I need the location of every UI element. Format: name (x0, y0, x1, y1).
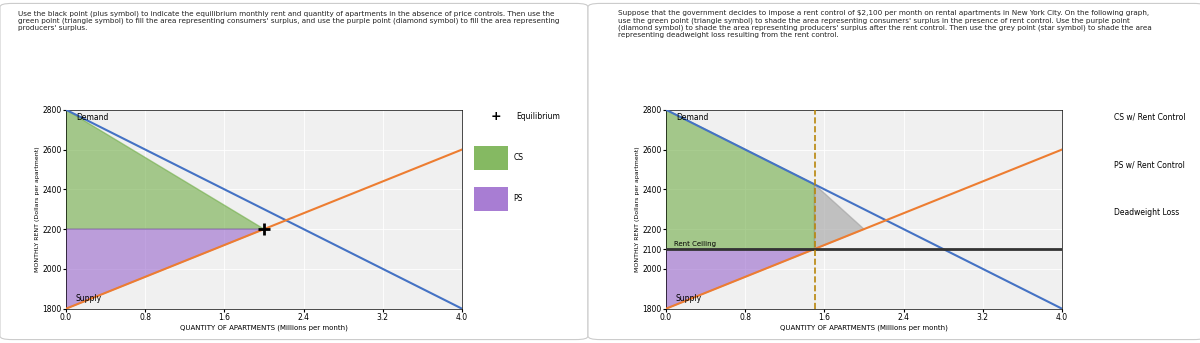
Text: CS: CS (514, 153, 523, 162)
Text: Demand: Demand (676, 113, 708, 122)
X-axis label: QUANTITY OF APARTMENTS (Millions per month): QUANTITY OF APARTMENTS (Millions per mon… (180, 324, 348, 331)
Text: Use the black point (plus symbol) to indicate the equilibrium monthly rent and q: Use the black point (plus symbol) to ind… (18, 10, 559, 31)
Text: Equilibrium: Equilibrium (516, 112, 560, 121)
Text: Demand: Demand (76, 113, 108, 122)
Polygon shape (666, 110, 815, 249)
Polygon shape (66, 110, 264, 229)
Y-axis label: MONTHLY RENT (Dollars per apartment): MONTHLY RENT (Dollars per apartment) (35, 146, 40, 272)
Text: PS: PS (514, 194, 523, 203)
Text: CS w/ Rent Control: CS w/ Rent Control (1114, 112, 1186, 121)
Polygon shape (666, 249, 815, 309)
Polygon shape (815, 184, 864, 249)
Text: Supply: Supply (676, 294, 702, 303)
X-axis label: QUANTITY OF APARTMENTS (Millions per month): QUANTITY OF APARTMENTS (Millions per mon… (780, 324, 948, 331)
Text: Suppose that the government decides to impose a rent control of $2,100 per month: Suppose that the government decides to i… (618, 10, 1152, 38)
Text: Deadweight Loss: Deadweight Loss (1114, 208, 1178, 217)
Text: Rent Ceiling: Rent Ceiling (674, 241, 716, 247)
Text: Supply: Supply (76, 294, 102, 303)
Y-axis label: MONTHLY RENT (Dollars per apartment): MONTHLY RENT (Dollars per apartment) (635, 146, 640, 272)
Text: PS w/ Rent Control: PS w/ Rent Control (1114, 160, 1184, 169)
Polygon shape (66, 229, 264, 309)
Text: +: + (491, 110, 500, 123)
